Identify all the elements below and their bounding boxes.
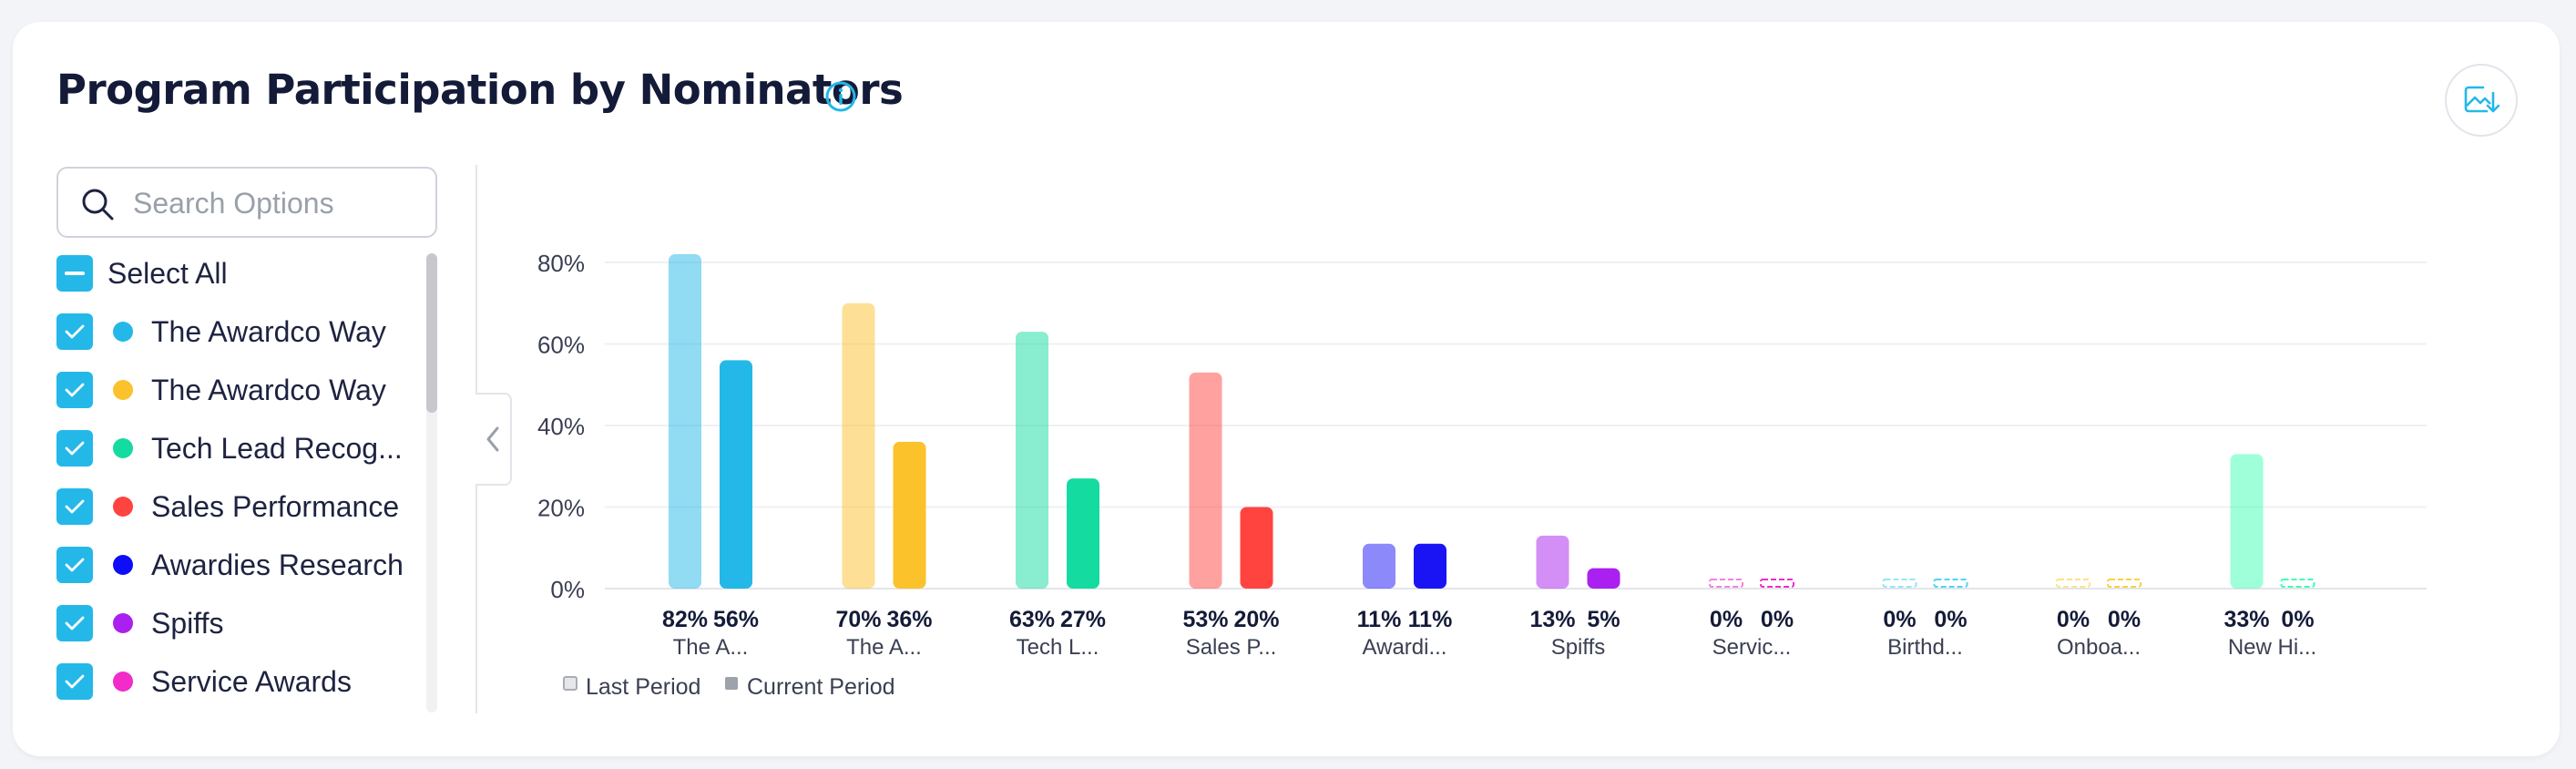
series-color-dot: [113, 613, 133, 633]
checkmark-icon: [65, 558, 85, 572]
filter-options-list: Select All The Awardco Way The Awardco Wa…: [56, 251, 421, 712]
select-all-option[interactable]: Select All: [56, 255, 228, 292]
image-download-icon: [2464, 86, 2499, 113]
option-checkbox[interactable]: [56, 663, 93, 700]
checkmark-icon: [65, 616, 85, 631]
download-chart-button[interactable]: [2445, 64, 2518, 137]
option-label: Awardies Research: [151, 548, 404, 581]
option-label: The Awardco Way: [151, 373, 386, 406]
series-color-dot: [113, 380, 133, 400]
program-participation-card: [13, 22, 2560, 756]
filter-option[interactable]: Tech Lead Recog...: [56, 430, 403, 467]
option-label: Tech Lead Recog...: [151, 431, 403, 465]
option-checkbox[interactable]: [56, 313, 93, 350]
filter-option[interactable]: Spiffs: [56, 605, 223, 641]
select-all-label: Select All: [107, 256, 228, 290]
collapse-panel-button[interactable]: [475, 393, 512, 486]
checkmark-icon: [65, 499, 85, 514]
option-checkbox[interactable]: [56, 605, 93, 641]
option-label: Service Awards: [151, 664, 352, 698]
option-label: Sales Performance: [151, 489, 400, 523]
series-color-dot: [113, 672, 133, 692]
series-color-dot: [113, 322, 133, 342]
filter-option[interactable]: The Awardco Way: [56, 313, 386, 350]
checkmark-icon: [65, 324, 85, 339]
checkmark-icon: [65, 383, 85, 397]
filter-option[interactable]: Awardies Research: [56, 547, 404, 583]
search-icon: [82, 189, 114, 220]
option-label: Spiffs: [151, 606, 224, 640]
option-label: The Awardco Way: [151, 314, 386, 348]
filter-option[interactable]: Sales Performance: [56, 488, 399, 525]
scrollbar-thumb[interactable]: [426, 253, 437, 413]
option-checkbox[interactable]: [56, 547, 93, 583]
filter-option[interactable]: The Awardco Way: [56, 372, 386, 408]
series-color-dot: [113, 438, 133, 458]
filter-option[interactable]: Service Awards: [56, 663, 352, 700]
option-checkbox[interactable]: [56, 372, 93, 408]
checkmark-icon: [65, 674, 85, 689]
search-box: [56, 167, 437, 238]
info-icon[interactable]: [824, 80, 857, 113]
chevron-left-icon: [486, 426, 499, 452]
select-all-checkbox[interactable]: [56, 255, 93, 292]
option-checkbox[interactable]: [56, 488, 93, 525]
option-checkbox[interactable]: [56, 430, 93, 467]
series-color-dot: [113, 555, 133, 575]
minus-icon: [65, 272, 85, 275]
checkmark-icon: [65, 441, 85, 456]
search-input[interactable]: [131, 179, 426, 227]
page-title: Program Participation by Nominators: [56, 66, 904, 114]
series-color-dot: [113, 497, 133, 517]
